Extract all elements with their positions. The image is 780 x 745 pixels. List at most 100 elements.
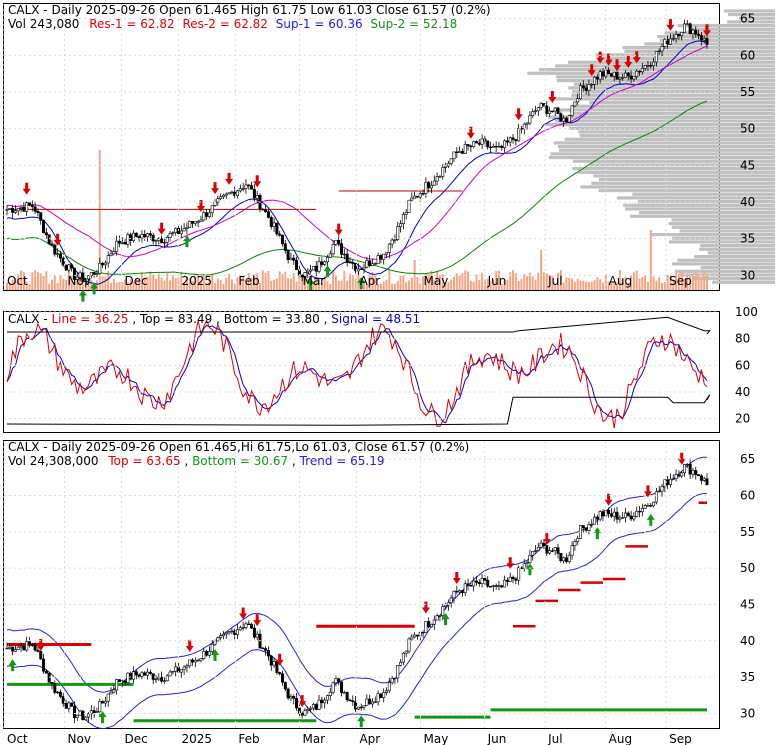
y-tick-label: 40 (740, 195, 755, 209)
panel3-subtitle: Vol 24,308,000 Top = 63.65 , Bottom = 30… (8, 454, 385, 468)
volume-bar (517, 281, 520, 290)
x-tick-label: Dec (124, 732, 147, 745)
volume-bar (146, 276, 149, 290)
candle-body (677, 474, 681, 477)
candle-body (581, 85, 585, 89)
candle-body (13, 649, 17, 652)
candle-body (25, 202, 29, 212)
profile-bar (593, 174, 775, 178)
profile-bar (572, 112, 775, 116)
y-tick-label: 45 (740, 158, 755, 172)
volume-bar (157, 273, 160, 290)
volume-bar (48, 283, 51, 290)
candle-body (134, 671, 138, 676)
volume-bar (503, 279, 506, 290)
volume-bar (287, 278, 290, 290)
candle-body (570, 545, 574, 556)
volume-bar (526, 276, 529, 290)
candle-body (30, 205, 34, 208)
down-arrow (253, 175, 262, 188)
candle-body (247, 623, 251, 626)
candle-body (553, 547, 557, 551)
candle-body (205, 651, 209, 656)
profile-bar (527, 71, 775, 75)
candle-body (255, 633, 259, 638)
candle-body (683, 464, 687, 474)
candle-body (281, 673, 285, 683)
volume-bar (661, 283, 664, 290)
profile-bar (572, 90, 775, 94)
down-arrow (666, 18, 675, 31)
volume-bar (475, 274, 478, 290)
volume-bar (402, 275, 405, 290)
volume-bar (76, 274, 79, 290)
profile-bar (568, 126, 775, 130)
volume-bar (202, 273, 205, 290)
candle-body (435, 176, 439, 182)
candle-body (699, 475, 703, 481)
candle-body (668, 478, 672, 485)
candle-body (691, 470, 695, 475)
y-tick-label: 65 (740, 452, 755, 466)
candle-body (539, 103, 543, 108)
candle-body (385, 690, 389, 693)
candle-body (81, 710, 85, 721)
volume-bar (65, 279, 68, 290)
volume-bar (646, 281, 649, 290)
candle-body (688, 463, 692, 475)
candle-body (61, 257, 65, 266)
candle-body (154, 240, 158, 242)
candle-body (103, 700, 107, 704)
candle-body (491, 585, 495, 587)
volume-bar (129, 279, 132, 290)
candle-body (649, 505, 653, 507)
candle-body (351, 262, 355, 264)
candle-body (320, 699, 324, 704)
volume-bar (340, 280, 343, 290)
candle-body (98, 701, 102, 713)
down-arrow (239, 607, 248, 620)
candle-body (607, 69, 611, 75)
candle-body (75, 714, 79, 718)
candle-body (503, 140, 507, 149)
x-tick-label: Nov (68, 732, 91, 745)
candle-body (16, 646, 20, 650)
volume-bar (579, 280, 582, 290)
profile-bar (567, 60, 775, 64)
candle-body (19, 207, 23, 209)
volume-bar (534, 279, 537, 290)
profile-bar (598, 189, 775, 193)
down-arrow (36, 638, 45, 651)
down-arrow (548, 91, 557, 104)
candle-body (148, 671, 152, 674)
volume-bar (343, 270, 346, 290)
y-tick-label: 35 (740, 670, 755, 684)
candle-body (199, 658, 203, 661)
profile-bar (672, 262, 775, 266)
profile-bar (573, 104, 775, 108)
candle-body (567, 554, 571, 562)
volume-bar (90, 279, 93, 290)
candle-body (53, 683, 57, 693)
y-tick-label: 60 (740, 488, 755, 502)
volume-bar (230, 279, 233, 290)
candle-body (548, 110, 552, 114)
volume-bar (388, 270, 391, 290)
candle-body (75, 276, 79, 280)
candle-body (269, 217, 273, 227)
volume-bar (357, 272, 360, 290)
volume-bar (683, 279, 686, 290)
candle-body (165, 237, 169, 243)
candle-body (238, 627, 242, 631)
volume-bar (607, 281, 610, 290)
candle-body (87, 713, 91, 718)
candle-body (272, 222, 276, 227)
candle-body (134, 232, 138, 237)
candle-body (345, 253, 349, 263)
volume-bar (87, 282, 90, 290)
candle-body (112, 689, 116, 693)
volume-bar (582, 280, 585, 290)
candle-body (491, 146, 495, 148)
volume-bar (382, 281, 385, 290)
candle-body (334, 678, 338, 684)
